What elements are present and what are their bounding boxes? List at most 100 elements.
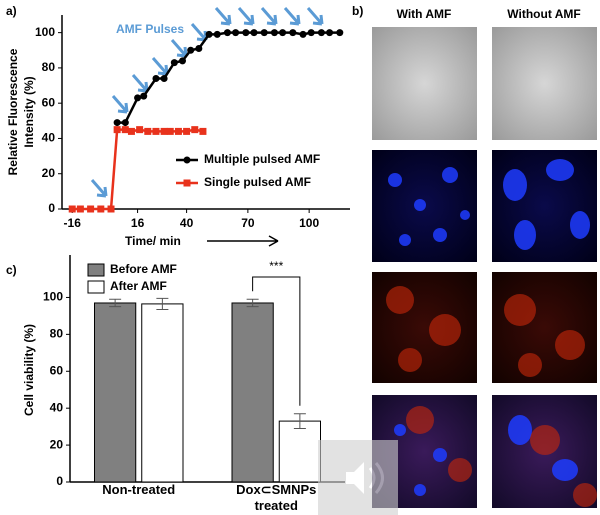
x-tick-label: -16 bbox=[64, 216, 82, 230]
y-tick-label: 60 bbox=[50, 363, 64, 377]
legend-marker bbox=[183, 156, 191, 164]
marker bbox=[279, 29, 287, 37]
error-bar bbox=[109, 298, 122, 308]
legend-marker bbox=[183, 179, 191, 187]
marker bbox=[121, 126, 129, 134]
marker bbox=[76, 205, 84, 213]
marker bbox=[140, 92, 148, 100]
image-brightfield bbox=[492, 27, 597, 140]
marker bbox=[213, 30, 221, 38]
marker bbox=[199, 127, 207, 135]
image-brightfield bbox=[372, 27, 477, 140]
marker bbox=[223, 29, 231, 37]
y-tick-label: 60 bbox=[42, 95, 56, 109]
marker bbox=[317, 29, 325, 37]
marker bbox=[97, 205, 105, 213]
y-tick-label: 80 bbox=[42, 60, 56, 74]
marker bbox=[87, 205, 95, 213]
column-header: With AMF bbox=[397, 7, 452, 21]
marker bbox=[134, 94, 142, 102]
series-line bbox=[72, 128, 204, 211]
marker bbox=[242, 29, 250, 37]
y-tick-label: 0 bbox=[56, 474, 63, 488]
bar bbox=[94, 302, 137, 483]
series-line bbox=[117, 31, 340, 124]
marker bbox=[187, 46, 195, 54]
x-tick-label: 16 bbox=[131, 216, 145, 230]
y-tick-label: 20 bbox=[50, 437, 64, 451]
panel-label: a) bbox=[6, 4, 17, 18]
marker bbox=[107, 205, 115, 213]
legend-label: Before AMF bbox=[110, 262, 177, 276]
panel-label: c) bbox=[6, 263, 17, 277]
marker bbox=[113, 119, 121, 127]
legend-swatch bbox=[87, 263, 105, 277]
marker bbox=[166, 127, 174, 135]
media-overlay bbox=[318, 440, 398, 515]
marker bbox=[152, 127, 160, 135]
marker bbox=[250, 29, 258, 37]
y-tick-label: 100 bbox=[43, 290, 63, 304]
bar bbox=[231, 302, 274, 483]
y-tick-label: 40 bbox=[50, 400, 64, 414]
error-bar bbox=[156, 297, 169, 310]
marker bbox=[195, 45, 203, 53]
marker bbox=[299, 30, 307, 38]
marker bbox=[260, 29, 268, 37]
pulse-arrows bbox=[90, 7, 324, 198]
y-tick-label: 20 bbox=[42, 166, 56, 180]
y-axis-label: Cell viability (%) bbox=[22, 324, 36, 416]
x-tick-label: 100 bbox=[299, 216, 319, 230]
y-tick-label: 0 bbox=[48, 201, 55, 215]
marker bbox=[232, 29, 240, 37]
panel-label: b) bbox=[352, 4, 363, 18]
marker bbox=[326, 29, 334, 37]
bar bbox=[141, 303, 184, 483]
bar bbox=[278, 420, 321, 483]
marker bbox=[336, 29, 344, 37]
time-arrow bbox=[207, 235, 279, 247]
x-tick-label: Non-treated bbox=[102, 482, 176, 497]
y-tick-label: 80 bbox=[50, 327, 64, 341]
legend-label: Single pulsed AMF bbox=[204, 175, 311, 189]
image-nuclei bbox=[492, 150, 597, 262]
x-tick-label: Dox⊂SMNPs treated bbox=[236, 482, 317, 513]
marker bbox=[121, 119, 129, 127]
legend-label: After AMF bbox=[110, 279, 167, 293]
x-tick-label: 40 bbox=[180, 216, 194, 230]
image-dox bbox=[492, 272, 597, 383]
annotation: *** bbox=[269, 259, 283, 273]
error-bar bbox=[246, 298, 259, 308]
x-axis-label: Time/ min bbox=[125, 234, 181, 248]
y-axis-label: Intensity (%) bbox=[22, 76, 36, 147]
micrographs bbox=[372, 27, 597, 508]
x-tick-label: 70 bbox=[241, 216, 255, 230]
legend-label: Multiple pulsed AMF bbox=[204, 152, 320, 166]
marker bbox=[170, 59, 178, 67]
marker bbox=[174, 127, 182, 135]
error-bar bbox=[293, 413, 306, 429]
y-axis-label: Relative Fluorescence bbox=[6, 48, 20, 175]
y-tick-label: 40 bbox=[42, 131, 56, 145]
marker bbox=[289, 29, 297, 37]
marker bbox=[68, 205, 76, 213]
marker bbox=[144, 127, 152, 135]
marker bbox=[205, 30, 213, 38]
marker bbox=[183, 127, 191, 135]
significance-bracket bbox=[252, 276, 301, 406]
marker bbox=[136, 126, 144, 134]
marker bbox=[270, 29, 278, 37]
column-header: Without AMF bbox=[507, 7, 580, 21]
marker bbox=[113, 126, 121, 134]
annotation: AMF Pulses bbox=[116, 22, 184, 36]
marker bbox=[160, 74, 168, 82]
marker bbox=[152, 74, 160, 82]
y-tick-label: 100 bbox=[35, 25, 55, 39]
marker bbox=[191, 126, 199, 134]
marker bbox=[127, 127, 135, 135]
marker bbox=[307, 29, 315, 37]
marker bbox=[179, 57, 187, 65]
image-dox bbox=[372, 272, 477, 383]
